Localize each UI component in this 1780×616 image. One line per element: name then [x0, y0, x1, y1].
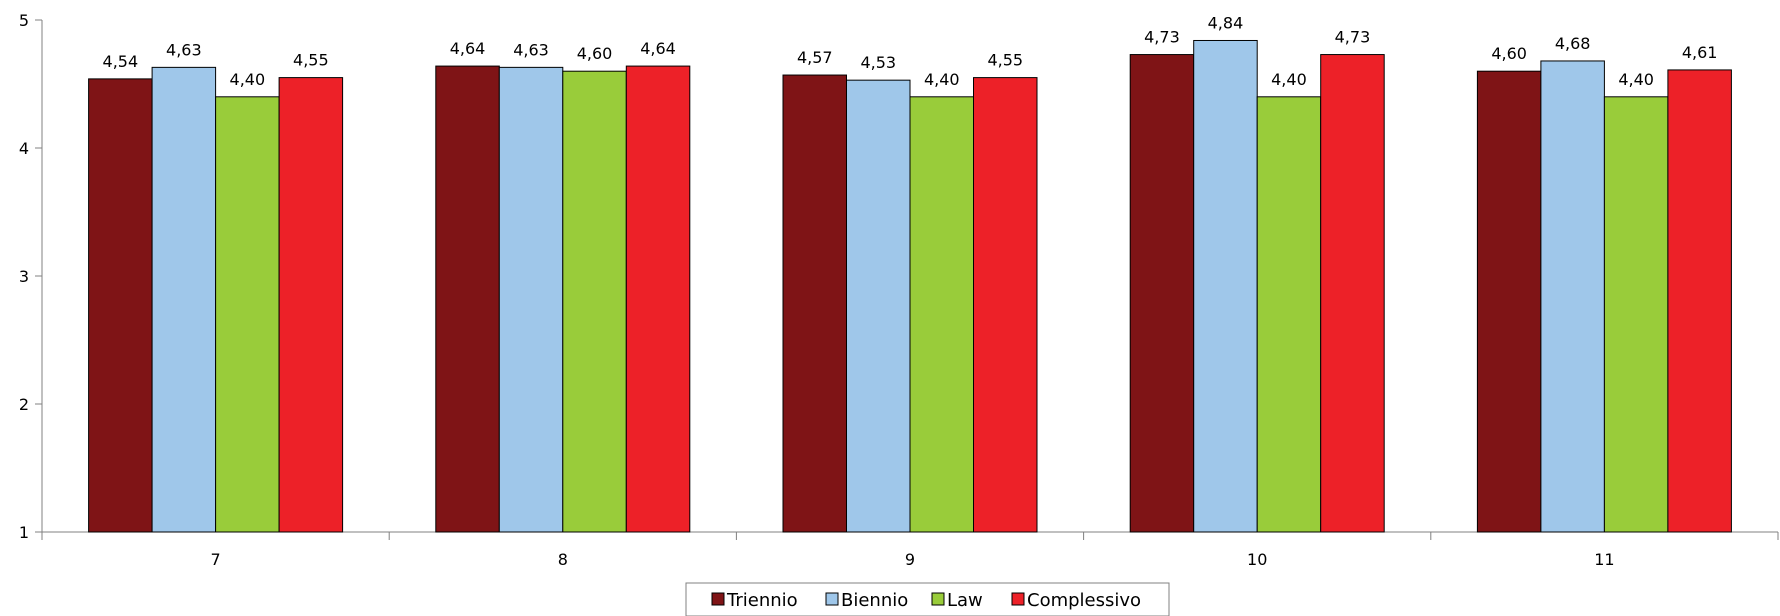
data-label: 4,61 — [1682, 43, 1718, 62]
legend-swatch — [711, 592, 725, 606]
bar — [498, 66, 564, 533]
data-label: 4,84 — [1208, 13, 1244, 32]
bar — [151, 66, 217, 533]
bar — [625, 65, 691, 533]
data-label: 4,57 — [797, 48, 833, 67]
data-label: 4,54 — [103, 52, 139, 71]
bar — [973, 77, 1038, 533]
bar — [215, 96, 280, 533]
data-label: 4,73 — [1335, 28, 1371, 47]
bars — [88, 39, 1732, 533]
bar — [1320, 54, 1385, 533]
x-tick-label: 11 — [1594, 550, 1614, 569]
legend: Triennio Biennio Law Complessivo — [685, 582, 1170, 616]
y-tick-label: 1 — [19, 523, 29, 542]
x-tick-label: 7 — [211, 550, 221, 569]
data-label: 4,68 — [1555, 34, 1591, 53]
x-tick-label: 10 — [1247, 550, 1267, 569]
bar — [435, 65, 500, 533]
data-label: 4,63 — [513, 40, 549, 59]
x-tick-label: 9 — [905, 550, 915, 569]
legend-label: Complessivo — [1027, 590, 1141, 611]
bar — [562, 70, 627, 533]
y-tick-label: 5 — [19, 11, 29, 30]
bar — [1256, 96, 1322, 533]
x-tick-label: 8 — [558, 550, 568, 569]
data-label: 4,64 — [450, 39, 486, 58]
legend-swatch — [825, 592, 839, 606]
data-label: 4,40 — [1618, 70, 1654, 89]
bar — [1129, 54, 1195, 533]
y-tick-label: 3 — [19, 267, 29, 286]
legend-label: Biennio — [841, 590, 908, 611]
legend-swatch — [931, 592, 945, 606]
bar — [88, 78, 153, 533]
data-label: 4,64 — [640, 39, 676, 58]
bar — [1476, 70, 1542, 533]
bar — [1603, 96, 1669, 533]
y-tick-label: 4 — [19, 139, 29, 158]
bar — [846, 79, 911, 533]
legend-label: Triennio — [726, 590, 798, 611]
bar — [1667, 69, 1732, 533]
data-label: 4,63 — [166, 40, 202, 59]
value-labels: 4,54 4,64 4,57 4,73 4,60 4,63 4,63 4,53 4,84 4,68… — [103, 13, 1718, 88]
bar — [909, 96, 974, 533]
data-label: 4,60 — [577, 44, 613, 63]
data-label: 4,73 — [1144, 28, 1180, 47]
legend-box — [685, 582, 1170, 616]
data-label: 4,55 — [987, 51, 1023, 70]
y-tick-label: 2 — [19, 395, 29, 414]
data-label: 4,40 — [924, 70, 960, 89]
data-label: 4,40 — [1271, 70, 1307, 89]
bar — [782, 74, 847, 533]
bar — [1193, 39, 1258, 533]
bar — [1540, 60, 1605, 533]
data-label: 4,55 — [293, 51, 329, 70]
data-label: 4,60 — [1491, 44, 1527, 63]
bar — [278, 77, 344, 533]
legend-swatch — [1011, 592, 1025, 606]
data-label: 4,40 — [230, 70, 266, 89]
legend-label: Law — [947, 590, 983, 611]
data-label: 4,53 — [860, 53, 896, 72]
